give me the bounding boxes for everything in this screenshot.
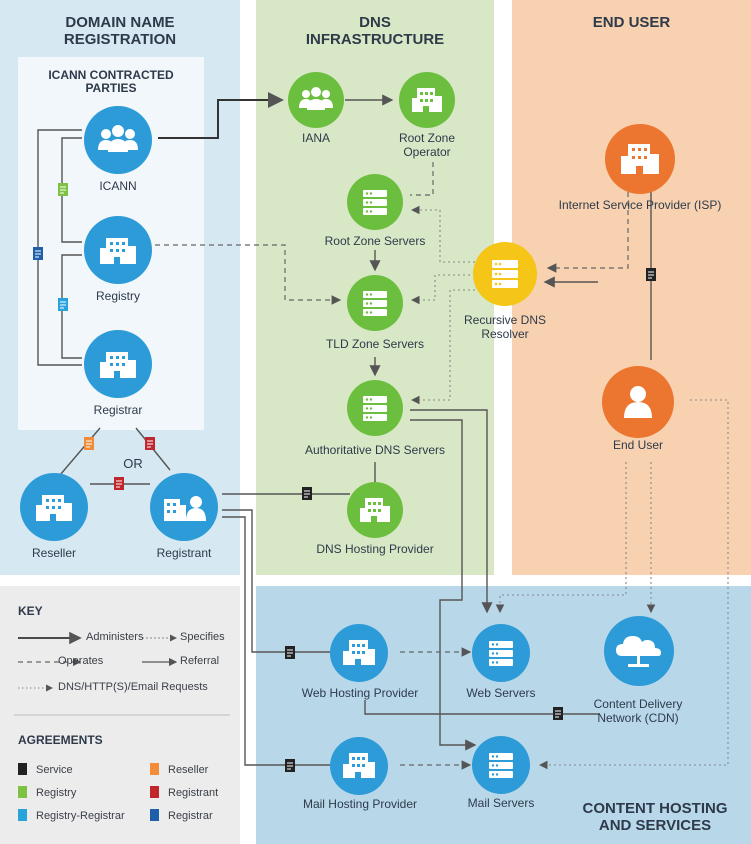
web-hosting-provider-label: Web Hosting Provider [301, 686, 419, 700]
registrar-to-reseller-line [59, 427, 101, 476]
doc-service-icon-cdn [553, 707, 563, 720]
agreement-swatches [18, 763, 159, 821]
key-operates-label: Operates [58, 655, 104, 667]
agreement-registry-label: Registry [36, 787, 77, 799]
end-user-person-icon [602, 366, 674, 438]
isp-label: Internet Service Provider (ISP) [558, 198, 722, 212]
agreement-registrant-label: Registrant [168, 787, 219, 799]
registrant-label: Registrant [156, 546, 212, 560]
resolver-to-root-line [410, 205, 475, 263]
registry-label: Registry [95, 289, 140, 303]
dns-infrastructure-title: DNS INFRASTRUCTURE [305, 14, 445, 48]
reseller-label: Reseller [31, 546, 76, 560]
resolver-to-auth-line [410, 289, 475, 405]
tld-zone-servers-icon [347, 275, 403, 331]
enduser-to-mail-line [538, 399, 729, 770]
key-referral-label: Referral [180, 655, 220, 667]
agreement-registry-registrar-label: Registry-Registrar [36, 810, 125, 822]
doc-reseller-icon [84, 437, 94, 450]
enduser-to-web-line [495, 462, 627, 614]
key-title: KEY [18, 604, 43, 618]
iana-people-icon [288, 72, 344, 128]
doc-service-icon-web [285, 646, 295, 659]
auth-to-web-line [410, 409, 493, 614]
recursive-dns-resolver-icon [473, 242, 537, 306]
dns-hosting-provider-label: DNS Hosting Provider [316, 542, 434, 556]
registry-operates-tld-line [155, 244, 342, 305]
content-hosting-title: CONTENT HOSTING AND SERVICES [582, 800, 728, 834]
auth-to-mail-line [410, 419, 477, 751]
doc-registry-icon [58, 183, 68, 196]
root-zone-operator-icon [399, 72, 455, 128]
agreements-title: AGREEMENTS [18, 733, 103, 747]
doc-registry-registrar-icon [58, 298, 68, 311]
web-hosting-provider-icon [330, 624, 388, 682]
registry-building-icon [84, 216, 152, 284]
reseller-building-icon [20, 473, 88, 541]
key-administers-label: Administers [86, 631, 144, 643]
end-user-label: End User [612, 438, 664, 452]
isp-building-icon [605, 124, 675, 194]
mail-hosting-provider-icon [330, 737, 388, 795]
agreement-registrar-label: Registrar [168, 810, 213, 822]
cdn-cloud-icon [604, 616, 674, 686]
domain-registration-title: DOMAIN NAME REGISTRATION [63, 14, 177, 48]
mail-servers-label: Mail Servers [467, 796, 535, 810]
root-zone-servers-label: Root Zone Servers [324, 234, 426, 248]
doc-service-icon-dns [302, 487, 312, 500]
rzo-to-rootservers-line [410, 162, 434, 196]
end-user-title: END USER [592, 14, 671, 31]
doc-registrant-icon-1 [145, 437, 155, 450]
resolver-to-tld-line [410, 274, 475, 305]
registrar-building-icon [84, 330, 152, 398]
authoritative-dns-servers-icon [347, 380, 403, 436]
icann-contracted-parties-title: ICANN CONTRACTED PARTIES [48, 68, 174, 95]
key-line-samples [14, 631, 230, 821]
dns-hosting-provider-icon [347, 482, 403, 538]
recursive-dns-resolver-label: Recursive DNS Resolver [463, 313, 547, 341]
web-servers-icon [472, 624, 530, 682]
cdn-label: Content Delivery Network (CDN) [593, 697, 683, 725]
doc-service-icon-isp [646, 268, 656, 281]
root-zone-operator-label: Root Zone Operator [398, 131, 456, 159]
agreement-service-label: Service [36, 764, 73, 776]
iana-label: IANA [301, 131, 330, 145]
key-requests-label: DNS/HTTP(S)/Email Requests [58, 681, 208, 693]
icann-label: ICANN [99, 179, 137, 193]
authoritative-dns-servers-label: Authoritative DNS Servers [304, 443, 446, 457]
mail-hosting-provider-label: Mail Hosting Provider [302, 797, 418, 811]
key-specifies-label: Specifies [180, 631, 225, 643]
registrant-icon [150, 473, 218, 541]
doc-registrar-icon [33, 247, 43, 260]
web-servers-label: Web Servers [466, 686, 536, 700]
root-zone-servers-icon [347, 174, 403, 230]
doc-registrant-icon-2 [114, 477, 124, 490]
isp-operates-resolver-line [546, 192, 629, 273]
agreement-reseller-label: Reseller [168, 764, 209, 776]
icann-people-icon [84, 106, 152, 174]
tld-zone-servers-label: TLD Zone Servers [325, 337, 425, 351]
doc-service-icon-mail [285, 759, 295, 772]
registrar-label: Registrar [93, 403, 143, 417]
mail-servers-icon [472, 736, 530, 794]
webhost-to-cdn-line [364, 700, 600, 715]
or-label: OR [123, 456, 143, 471]
icann-to-iana-line [158, 92, 284, 139]
